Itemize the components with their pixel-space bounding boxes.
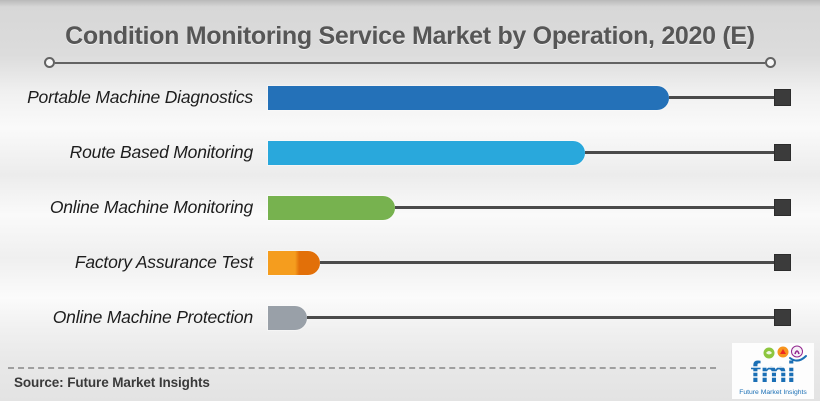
end-marker-icon <box>774 89 791 106</box>
bar-track <box>268 195 791 220</box>
category-label: Route Based Monitoring <box>69 142 254 162</box>
end-marker-icon <box>774 144 791 161</box>
underline-left-circle-icon <box>44 57 55 68</box>
title-underline <box>44 57 776 68</box>
chart-row: Online Machine Protection <box>0 290 820 345</box>
logo-tagline: Future Market Insights <box>739 389 807 396</box>
category-label: Factory Assurance Test <box>74 252 253 272</box>
connector-line <box>394 206 774 209</box>
bar-track <box>268 85 791 110</box>
category-label: Portable Machine Diagnostics <box>27 87 253 107</box>
bar[interactable] <box>268 305 308 330</box>
chart-row: Route Based Monitoring <box>0 125 820 180</box>
chart-row: Online Machine Monitoring <box>0 180 820 235</box>
bar-track <box>268 305 791 330</box>
bar[interactable] <box>268 195 395 220</box>
category-label: Online Machine Protection <box>52 307 253 327</box>
connector-line <box>320 261 774 264</box>
end-marker-icon <box>774 309 791 326</box>
connector-line <box>584 151 774 154</box>
category-label: Online Machine Monitoring <box>49 197 253 217</box>
bar[interactable] <box>268 250 321 275</box>
connector-line <box>668 96 774 99</box>
fmi-logo: fmi Future Market Insights <box>732 343 814 399</box>
underline-line <box>55 61 765 64</box>
bar-track <box>268 250 791 275</box>
source-text: Source: Future Market Insights <box>14 375 210 390</box>
end-marker-icon <box>774 199 791 216</box>
fmi-logo-graphic: fmi Future Market Insights <box>739 345 807 396</box>
chart-row: Factory Assurance Test <box>0 235 820 290</box>
connector-line <box>307 316 774 319</box>
chart-row: Portable Machine Diagnostics <box>0 70 820 125</box>
chart-title: Condition Monitoring Service Market by O… <box>65 22 755 50</box>
title-block: Condition Monitoring Service Market by O… <box>0 22 820 68</box>
bar-track <box>268 140 791 165</box>
underline-right-circle-icon <box>765 57 776 68</box>
end-marker-icon <box>774 254 791 271</box>
footer-divider <box>8 367 716 369</box>
bar[interactable] <box>268 85 669 110</box>
bar[interactable] <box>268 140 585 165</box>
bar-chart: Portable Machine Diagnostics Route Based… <box>0 70 820 345</box>
